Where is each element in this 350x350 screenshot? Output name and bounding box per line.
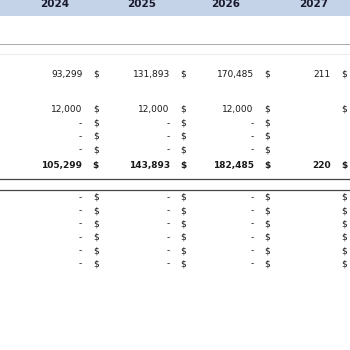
Text: $: $ bbox=[264, 206, 270, 215]
Bar bbox=[0, 0, 350, 16]
Text: -: - bbox=[79, 119, 82, 128]
Text: $: $ bbox=[264, 105, 270, 114]
Text: $: $ bbox=[93, 259, 98, 268]
Text: -: - bbox=[167, 259, 170, 268]
Text: -: - bbox=[167, 206, 170, 215]
Text: $: $ bbox=[93, 105, 98, 114]
Text: $: $ bbox=[93, 161, 99, 170]
Text: 2025: 2025 bbox=[127, 0, 156, 9]
Text: -: - bbox=[251, 233, 254, 242]
Text: -: - bbox=[251, 119, 254, 128]
Text: 12,000: 12,000 bbox=[51, 105, 82, 114]
Text: $: $ bbox=[341, 193, 347, 202]
Text: -: - bbox=[79, 132, 82, 141]
Text: $: $ bbox=[180, 105, 186, 114]
Text: $: $ bbox=[264, 161, 271, 170]
Text: $: $ bbox=[93, 70, 98, 79]
Text: $: $ bbox=[341, 259, 347, 268]
Text: $: $ bbox=[180, 259, 186, 268]
Text: $: $ bbox=[264, 259, 270, 268]
Text: $: $ bbox=[264, 233, 270, 242]
Text: -: - bbox=[251, 193, 254, 202]
Text: 170,485: 170,485 bbox=[217, 70, 254, 79]
Text: 220: 220 bbox=[312, 161, 331, 170]
Text: -: - bbox=[251, 206, 254, 215]
Text: 12,000: 12,000 bbox=[138, 105, 170, 114]
Text: $: $ bbox=[93, 193, 98, 202]
Text: 143,893: 143,893 bbox=[129, 161, 170, 170]
Text: 211: 211 bbox=[314, 70, 331, 79]
Text: $: $ bbox=[264, 246, 270, 255]
Text: -: - bbox=[167, 233, 170, 242]
Text: 182,485: 182,485 bbox=[213, 161, 254, 170]
Text: 2024: 2024 bbox=[40, 0, 69, 9]
Text: $: $ bbox=[264, 70, 270, 79]
Text: -: - bbox=[251, 145, 254, 154]
Text: $: $ bbox=[341, 105, 347, 114]
Text: $: $ bbox=[180, 246, 186, 255]
Text: $: $ bbox=[180, 70, 186, 79]
Text: -: - bbox=[251, 219, 254, 229]
Text: $: $ bbox=[341, 161, 348, 170]
Text: 105,299: 105,299 bbox=[41, 161, 82, 170]
Text: $: $ bbox=[264, 193, 270, 202]
Text: $: $ bbox=[264, 119, 270, 128]
Text: $: $ bbox=[264, 132, 270, 141]
Text: -: - bbox=[79, 259, 82, 268]
Text: 93,299: 93,299 bbox=[51, 70, 82, 79]
Text: $: $ bbox=[341, 246, 347, 255]
Text: $: $ bbox=[264, 145, 270, 154]
Text: $: $ bbox=[93, 233, 98, 242]
Text: 2027: 2027 bbox=[299, 0, 328, 9]
Text: $: $ bbox=[93, 219, 98, 229]
Text: -: - bbox=[167, 145, 170, 154]
Text: -: - bbox=[251, 132, 254, 141]
Text: $: $ bbox=[180, 233, 186, 242]
Text: -: - bbox=[251, 259, 254, 268]
Text: -: - bbox=[167, 132, 170, 141]
Text: 2026: 2026 bbox=[211, 0, 240, 9]
Text: $: $ bbox=[180, 119, 186, 128]
Text: -: - bbox=[79, 246, 82, 255]
Text: $: $ bbox=[180, 219, 186, 229]
Text: $: $ bbox=[180, 132, 186, 141]
Text: -: - bbox=[167, 219, 170, 229]
Text: 12,000: 12,000 bbox=[222, 105, 254, 114]
Text: -: - bbox=[167, 193, 170, 202]
Text: $: $ bbox=[341, 219, 347, 229]
Text: -: - bbox=[79, 219, 82, 229]
Text: $: $ bbox=[93, 132, 98, 141]
Text: -: - bbox=[167, 119, 170, 128]
Text: -: - bbox=[79, 145, 82, 154]
Text: -: - bbox=[251, 246, 254, 255]
Text: 131,893: 131,893 bbox=[133, 70, 170, 79]
Text: $: $ bbox=[93, 206, 98, 215]
Text: $: $ bbox=[93, 145, 98, 154]
Text: -: - bbox=[167, 246, 170, 255]
Text: $: $ bbox=[180, 145, 186, 154]
Text: $: $ bbox=[341, 70, 347, 79]
Text: $: $ bbox=[264, 219, 270, 229]
Text: -: - bbox=[79, 206, 82, 215]
Text: $: $ bbox=[341, 233, 347, 242]
Text: $: $ bbox=[180, 193, 186, 202]
Text: $: $ bbox=[341, 206, 347, 215]
Text: -: - bbox=[79, 193, 82, 202]
Text: $: $ bbox=[180, 161, 187, 170]
Text: -: - bbox=[79, 233, 82, 242]
Text: $: $ bbox=[93, 119, 98, 128]
Text: $: $ bbox=[93, 246, 98, 255]
Text: $: $ bbox=[180, 206, 186, 215]
